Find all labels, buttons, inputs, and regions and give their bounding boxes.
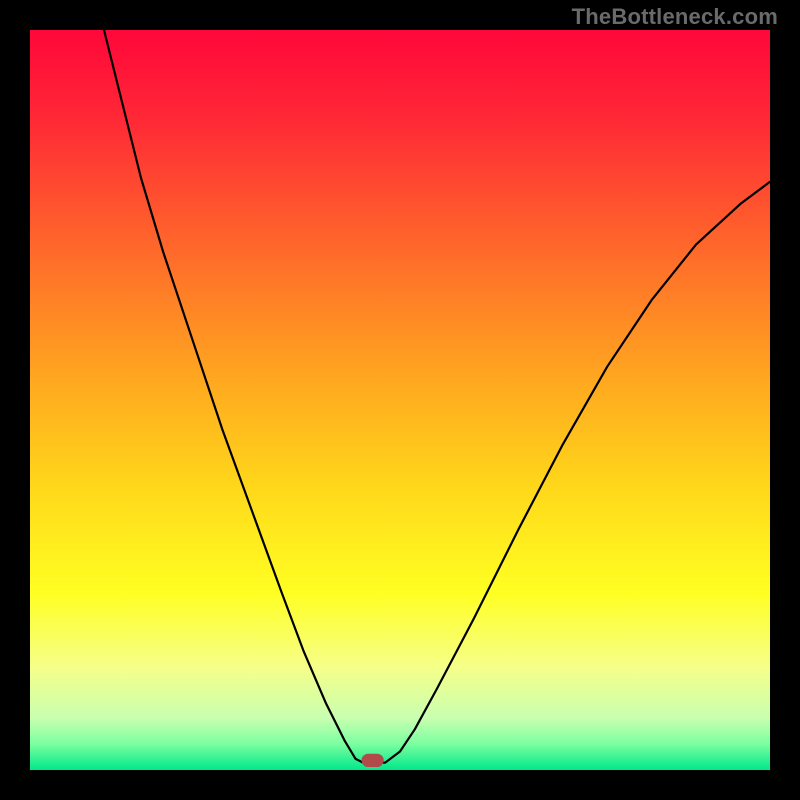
chart-svg [0, 0, 800, 800]
plot-background-gradient [30, 30, 770, 770]
watermark-text: TheBottleneck.com [572, 4, 778, 30]
chart-root: TheBottleneck.com [0, 0, 800, 800]
minimum-marker [362, 754, 384, 767]
